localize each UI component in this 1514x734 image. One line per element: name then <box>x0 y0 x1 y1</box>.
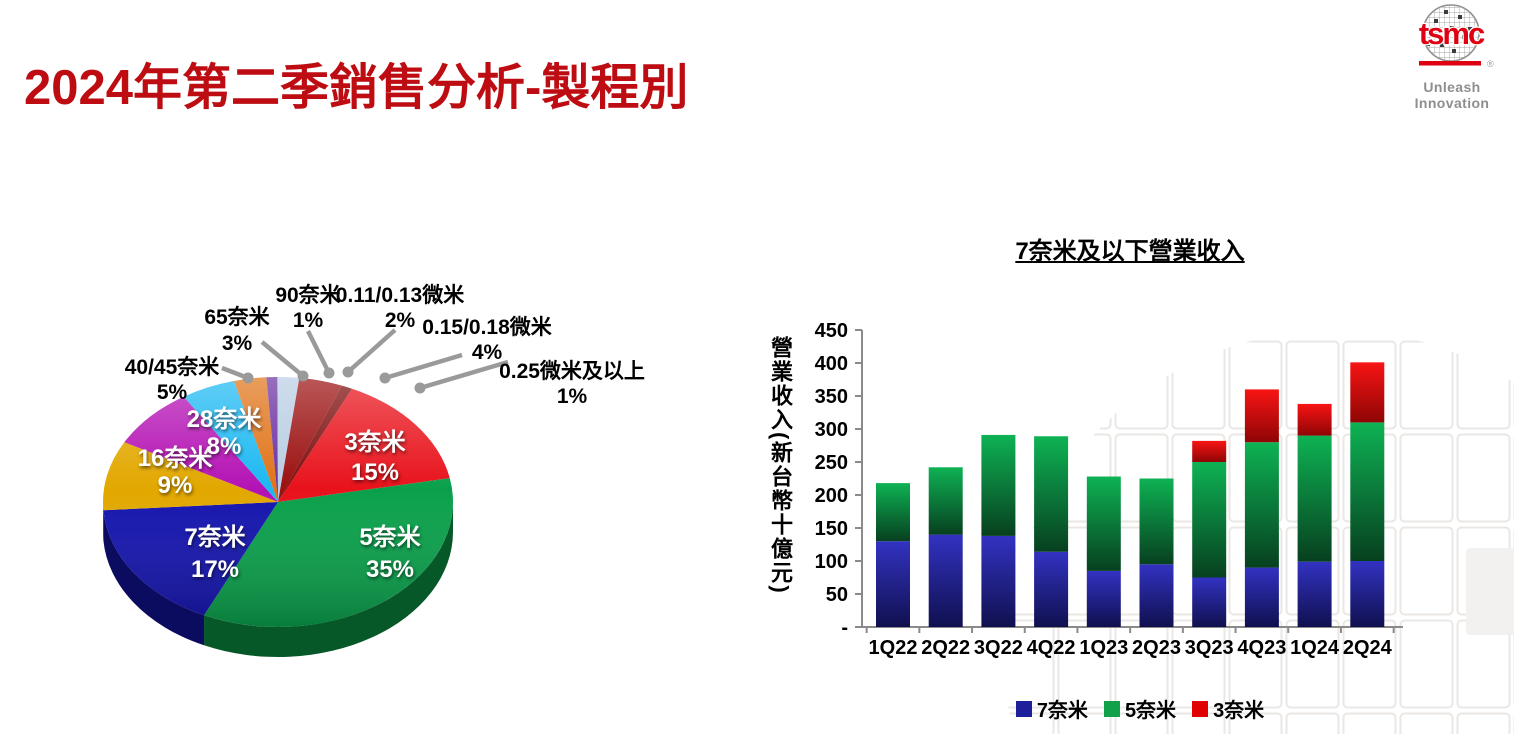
svg-text:3奈米: 3奈米 <box>344 429 405 456</box>
svg-text:250: 250 <box>815 452 848 474</box>
svg-text:450: 450 <box>815 320 848 342</box>
svg-text:100: 100 <box>815 551 848 573</box>
svg-text:1%: 1% <box>293 309 324 332</box>
svg-text:5%: 5% <box>157 381 188 404</box>
legend-swatch-7nm-icon <box>1015 700 1032 717</box>
logo-tagline: Unleash Innovation <box>1414 79 1490 111</box>
svg-text:16奈米: 16奈米 <box>138 445 213 472</box>
svg-text:350: 350 <box>815 386 848 408</box>
svg-text:15%: 15% <box>351 459 399 486</box>
legend-label-3nm: 3奈米 <box>1213 700 1265 722</box>
svg-text:0.25微米及以上: 0.25微米及以上 <box>499 359 645 383</box>
bar-chart-legend: 7奈米 5奈米 3奈米 <box>930 694 1350 723</box>
svg-text:4Q23: 4Q23 <box>1237 637 1286 659</box>
svg-text:0.11/0.13微米: 0.11/0.13微米 <box>336 283 465 307</box>
svg-text:9%: 9% <box>158 472 193 499</box>
registered-mark: ® <box>1487 59 1494 69</box>
svg-text:35%: 35% <box>366 556 414 583</box>
svg-text:3Q23: 3Q23 <box>1185 637 1234 659</box>
svg-text:40/45奈米: 40/45奈米 <box>125 355 221 379</box>
legend-swatch-5nm-icon <box>1103 700 1120 717</box>
bar-chart-title: 7奈米及以下營業收入 <box>1015 238 1245 265</box>
svg-text:2Q23: 2Q23 <box>1132 637 1181 659</box>
tsmc-logo: tsmc ® Unleash Innovation <box>1384 2 1514 111</box>
legend-item-3nm: 3奈米 <box>1192 694 1264 723</box>
svg-text:4Q22: 4Q22 <box>1027 637 1076 659</box>
legend-item-7nm: 7奈米 <box>1015 694 1088 723</box>
svg-text:2Q22: 2Q22 <box>921 637 970 659</box>
svg-text:5奈米: 5奈米 <box>359 524 420 551</box>
revenue-stacked-bar-chart: -50 100 150 200 250 300 350 400 450 1Q22 2Q22 3Q22 4… <box>755 225 1500 695</box>
svg-text:3Q22: 3Q22 <box>974 637 1023 659</box>
svg-text:1%: 1% <box>557 385 588 408</box>
svg-text:7奈米: 7奈米 <box>184 524 245 551</box>
svg-text:300: 300 <box>815 419 848 441</box>
svg-text:1Q23: 1Q23 <box>1079 637 1128 659</box>
process-share-pie-chart: 3奈米 15% 5奈米 35% 7奈米 17% 16奈米 9% 28奈米 8% 40/45奈米 5% 6… <box>40 240 730 710</box>
svg-text:1Q22: 1Q22 <box>869 637 918 659</box>
legend-label-5nm: 5奈米 <box>1124 700 1177 722</box>
legend-swatch-3nm-icon <box>1192 700 1209 717</box>
svg-text:17%: 17% <box>191 556 239 583</box>
svg-text:4%: 4% <box>472 341 503 364</box>
svg-text:90奈米: 90奈米 <box>275 283 341 307</box>
svg-text:8%: 8% <box>207 433 242 460</box>
svg-text:50: 50 <box>826 584 848 606</box>
svg-text:0.15/0.18微米: 0.15/0.18微米 <box>422 315 553 339</box>
svg-text:400: 400 <box>815 353 848 375</box>
svg-text:1Q24: 1Q24 <box>1290 637 1340 659</box>
svg-text:200: 200 <box>815 485 848 507</box>
bar-chart-y-axis-label: 營業收入(新台幣十億元) <box>768 336 793 595</box>
svg-text:2Q24: 2Q24 <box>1343 637 1393 659</box>
svg-text:65奈米: 65奈米 <box>204 305 270 329</box>
svg-text:28奈米: 28奈米 <box>187 406 262 433</box>
tsmc-brand-text: tsmc <box>1419 16 1485 51</box>
svg-text:2%: 2% <box>385 309 416 332</box>
legend-item-5nm: 5奈米 <box>1103 694 1177 723</box>
svg-text:-: - <box>841 617 848 639</box>
legend-label-7nm: 7奈米 <box>1036 700 1088 722</box>
svg-text:150: 150 <box>815 518 848 540</box>
tsmc-wafer-logo-icon: tsmc ® <box>1418 4 1494 69</box>
page-title: 2024年第二季銷售分析-製程別 <box>24 61 689 115</box>
svg-text:3%: 3% <box>222 332 253 355</box>
